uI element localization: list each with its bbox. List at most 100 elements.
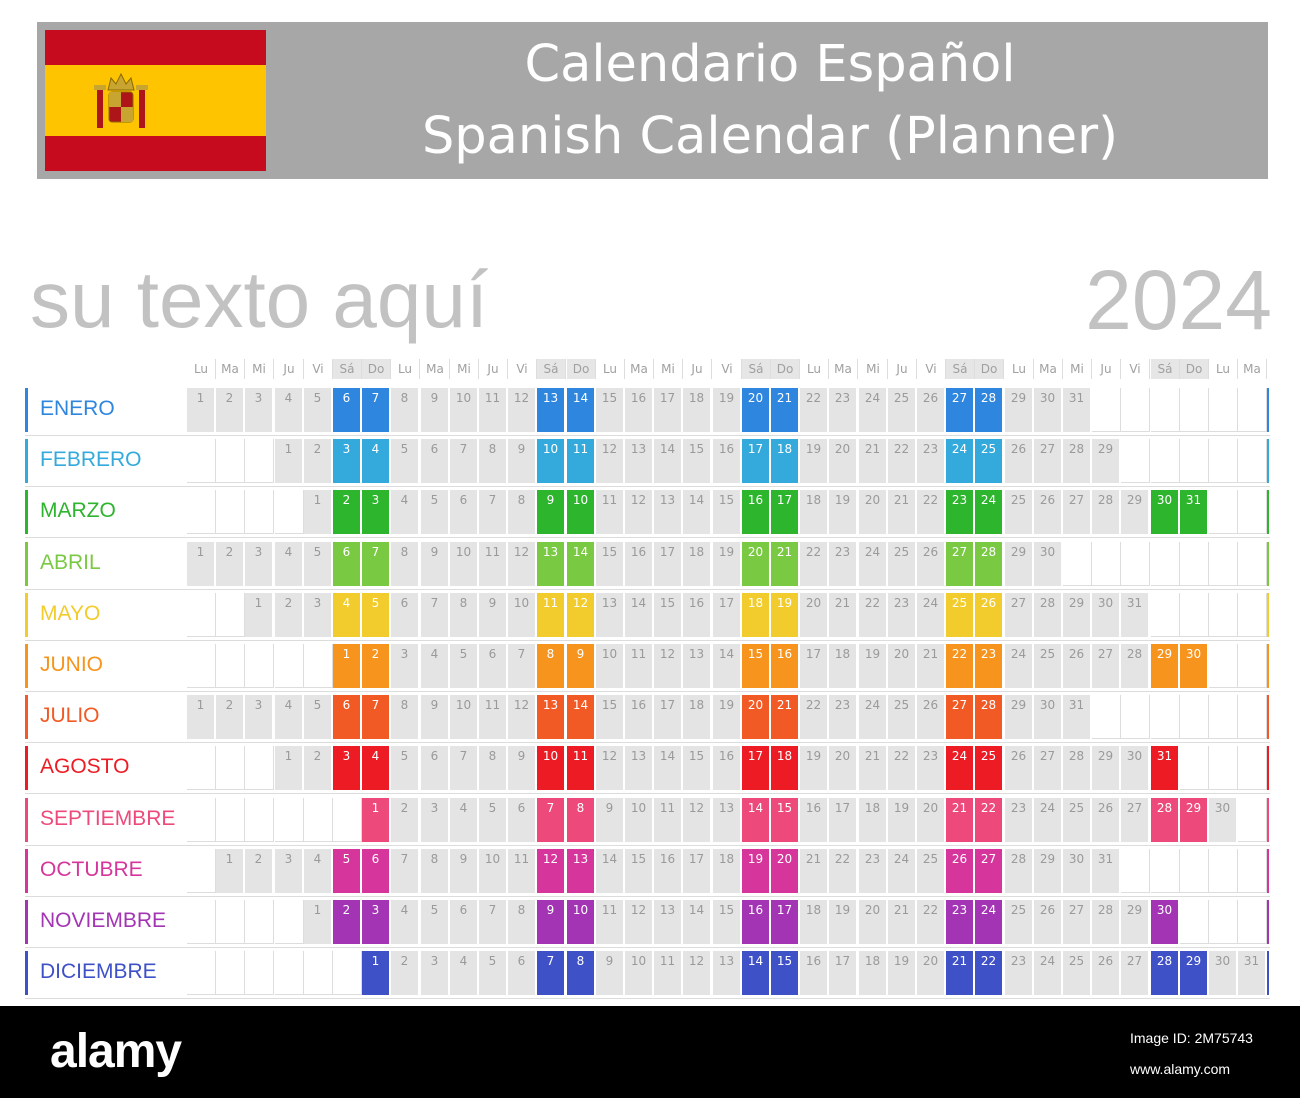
day-cell: 23	[917, 439, 946, 483]
weekend-day-cell: 14	[567, 695, 596, 739]
weekday-header: Vi	[713, 359, 742, 379]
day-cell: 29	[1092, 439, 1121, 483]
weekend-day-cell: 11	[567, 439, 596, 483]
day-cell: 22	[888, 439, 917, 483]
empty-cell	[1209, 490, 1238, 534]
day-cell: 3	[245, 695, 274, 739]
weekend-day-cell: 6	[333, 388, 362, 432]
day-cell: 25	[1034, 644, 1063, 688]
day-cell: 27	[1121, 951, 1150, 995]
day-cell: 4	[391, 900, 420, 944]
weekend-day-cell: 2	[362, 644, 391, 688]
day-cell: 15	[683, 746, 712, 790]
empty-cell	[245, 439, 274, 483]
empty-cell	[1209, 644, 1238, 688]
day-cell: 7	[421, 593, 450, 637]
empty-cell	[1092, 388, 1121, 432]
day-cell: 8	[391, 542, 420, 586]
weekday-header: Ju	[479, 359, 508, 379]
day-cell: 16	[713, 439, 742, 483]
day-cell: 12	[508, 542, 537, 586]
weekend-day-cell: 20	[742, 542, 771, 586]
weekend-day-cell: 14	[567, 388, 596, 432]
weekday-header: Sá	[537, 359, 566, 379]
day-cell: 25	[888, 542, 917, 586]
weekday-header: Ma	[1034, 359, 1063, 379]
weekend-day-cell: 15	[742, 644, 771, 688]
day-cell: 31	[1063, 388, 1092, 432]
empty-cell	[1121, 542, 1150, 586]
weekend-day-cell: 28	[1151, 951, 1180, 995]
empty-cell	[1209, 593, 1238, 637]
empty-cell	[1180, 695, 1209, 739]
day-cell: 1	[275, 746, 304, 790]
weekend-day-cell: 28	[975, 695, 1004, 739]
empty-cell	[187, 439, 216, 483]
weekend-day-cell: 13	[537, 388, 566, 432]
weekend-day-cell: 10	[567, 900, 596, 944]
day-cell: 20	[859, 900, 888, 944]
weekend-day-cell: 18	[771, 746, 800, 790]
weekend-day-cell: 3	[362, 490, 391, 534]
month-color-bar	[1266, 695, 1269, 739]
weekend-day-cell: 28	[975, 542, 1004, 586]
day-cell: 23	[829, 388, 858, 432]
day-cell: 26	[1005, 439, 1034, 483]
day-cell: 10	[450, 388, 479, 432]
day-cell: 20	[888, 644, 917, 688]
month-color-bar	[25, 849, 28, 893]
day-cell: 11	[625, 644, 654, 688]
weekend-day-cell: 18	[771, 439, 800, 483]
weekend-day-cell: 5	[333, 849, 362, 893]
day-cell: 26	[1092, 798, 1121, 842]
day-cell: 21	[888, 900, 917, 944]
empty-cell	[275, 490, 304, 534]
empty-cell	[245, 798, 274, 842]
day-cell: 22	[829, 849, 858, 893]
day-cell: 2	[216, 542, 245, 586]
day-cell: 30	[1121, 746, 1150, 790]
empty-cell	[187, 746, 216, 790]
day-cell: 9	[508, 439, 537, 483]
day-cell: 29	[1121, 490, 1150, 534]
month-color-bar	[25, 900, 28, 944]
day-cell: 9	[596, 951, 625, 995]
day-cell: 30	[1034, 542, 1063, 586]
day-cell: 10	[508, 593, 537, 637]
day-cell: 29	[1092, 746, 1121, 790]
day-cell: 20	[859, 490, 888, 534]
day-cell: 13	[713, 798, 742, 842]
month-name: OCTUBRE	[40, 858, 143, 881]
empty-cell	[216, 490, 245, 534]
empty-cell	[1063, 542, 1092, 586]
weekend-day-cell: 28	[1151, 798, 1180, 842]
day-cell: 18	[713, 849, 742, 893]
day-cell: 6	[421, 746, 450, 790]
weekend-day-cell: 30	[1180, 644, 1209, 688]
weekday-header: Lu	[1005, 359, 1034, 379]
month-color-bar	[1266, 644, 1269, 688]
empty-cell	[245, 490, 274, 534]
empty-cell	[1151, 593, 1180, 637]
day-cell: 22	[917, 900, 946, 944]
image-id: Image ID: 2M75743	[1130, 1030, 1253, 1046]
weekend-day-cell: 1	[362, 798, 391, 842]
weekday-header: Mi	[654, 359, 683, 379]
day-cell: 6	[421, 439, 450, 483]
day-cell: 7	[450, 746, 479, 790]
flag-stripe-top	[45, 30, 266, 65]
empty-cell	[1209, 388, 1238, 432]
weekend-day-cell: 7	[362, 542, 391, 586]
day-cell: 13	[654, 900, 683, 944]
month-color-bar	[1266, 951, 1269, 995]
day-cell: 16	[625, 695, 654, 739]
day-cell: 2	[304, 439, 333, 483]
day-cell: 3	[275, 849, 304, 893]
weekend-day-cell: 28	[975, 388, 1004, 432]
weekend-day-cell: 30	[1151, 900, 1180, 944]
day-cell: 5	[421, 490, 450, 534]
empty-cell	[216, 593, 245, 637]
day-cell: 6	[508, 951, 537, 995]
day-cell: 24	[917, 593, 946, 637]
day-cell: 21	[888, 490, 917, 534]
